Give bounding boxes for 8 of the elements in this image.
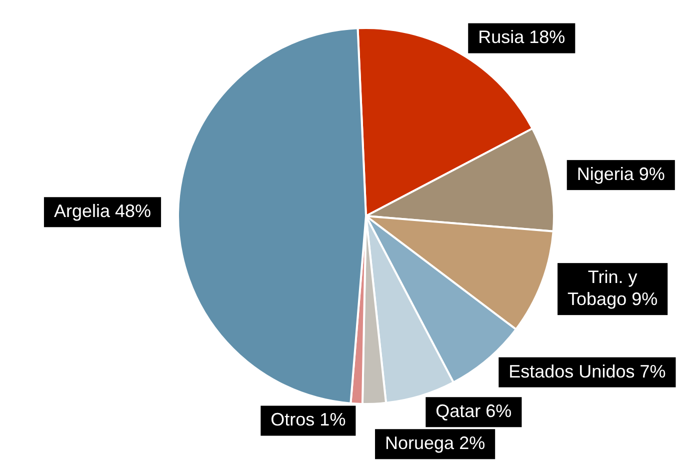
- slice-label: Rusia 18%: [478, 27, 566, 48]
- slice-label: Otros 1%: [270, 410, 346, 430]
- slice-label: Noruega 2%: [385, 433, 486, 454]
- slice-label: Trin. y Tobago 9%: [568, 267, 658, 310]
- slice-label: Nigeria 9%: [576, 164, 665, 184]
- slice-label: Qatar 6%: [436, 401, 512, 422]
- slice-label: Argelia 48%: [54, 201, 152, 222]
- slice-label: Estados Unidos 7%: [508, 361, 666, 382]
